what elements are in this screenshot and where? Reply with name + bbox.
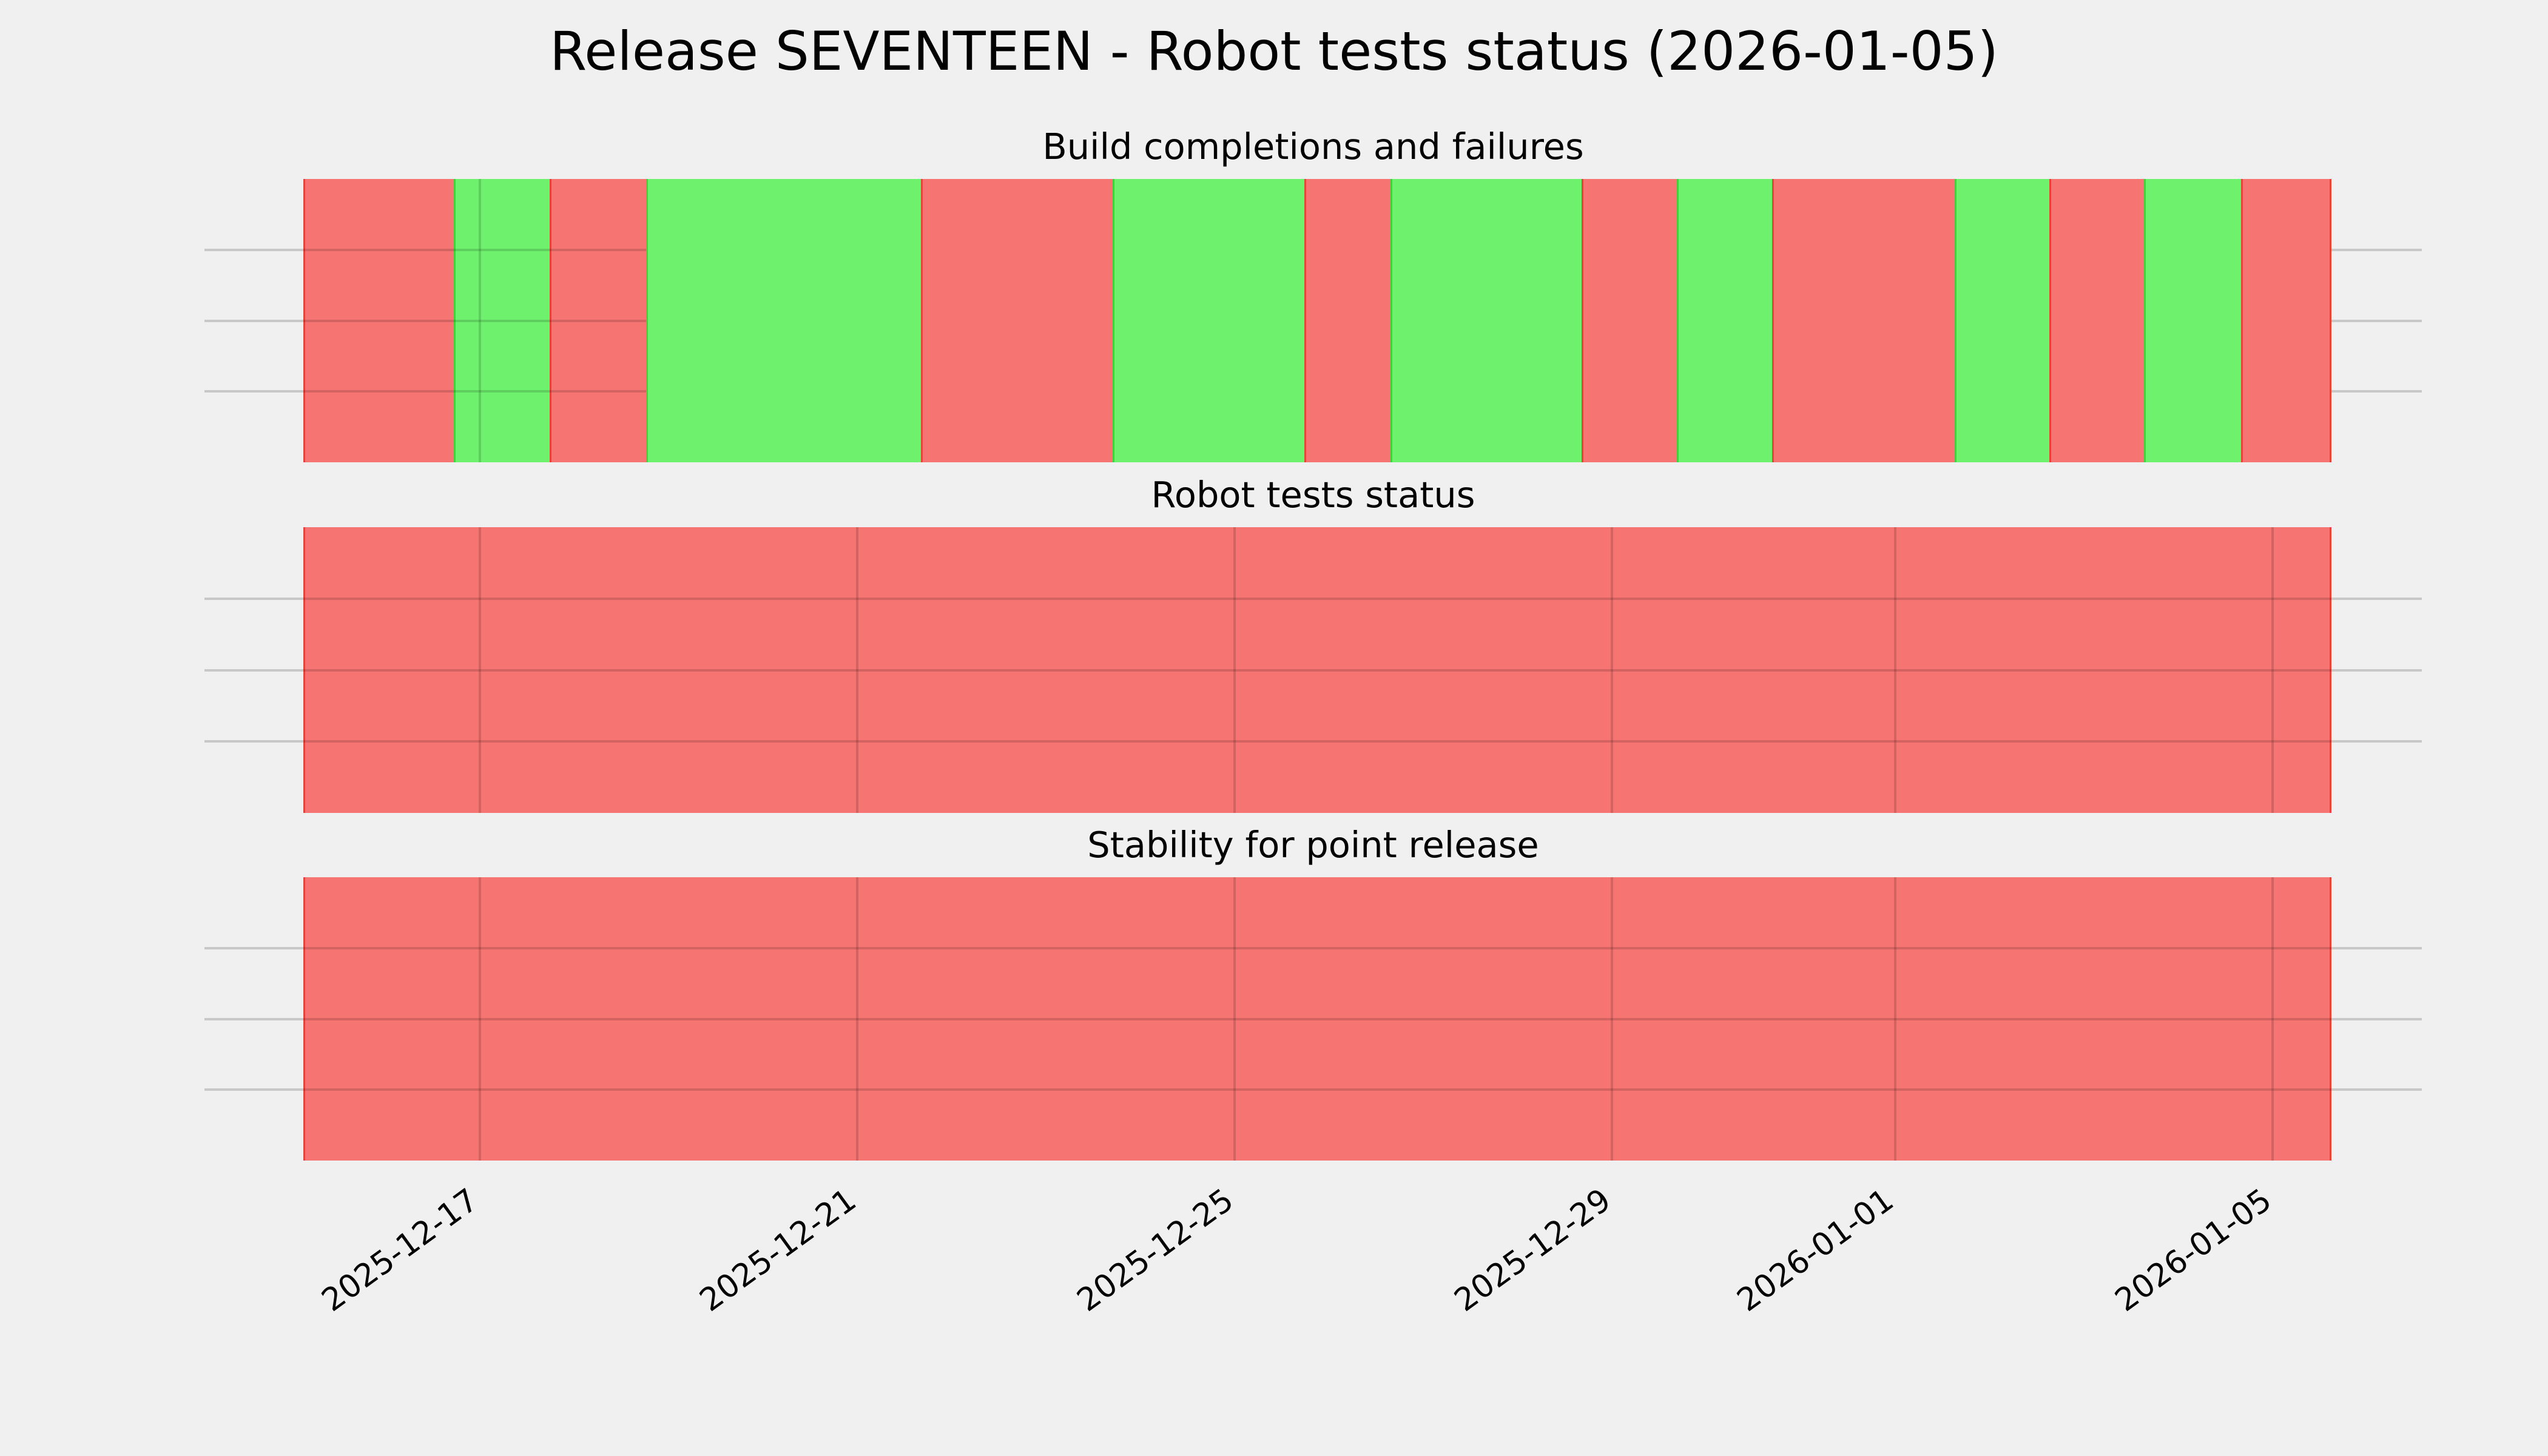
gridline-horizontal-over-band xyxy=(303,946,2331,949)
subplot-title-build-completions: Build completions and failures xyxy=(1042,126,1584,167)
x-tick-label: 2026-01-01 xyxy=(1731,1182,1901,1320)
x-tick-label: 2025-12-25 xyxy=(1070,1182,1241,1320)
status-band-fail xyxy=(550,179,648,462)
gridline-horizontal-over-band xyxy=(303,740,2331,743)
x-tick-label: 2025-12-29 xyxy=(1448,1182,1618,1320)
gridline-vertical-over-band xyxy=(1611,527,1614,813)
gridline-vertical-over-band xyxy=(478,179,481,462)
gridline-vertical-over-band xyxy=(1893,877,1896,1161)
subplot-title-robot-tests-status: Robot tests status xyxy=(1151,474,1475,516)
status-band-fail xyxy=(1304,179,1393,462)
x-tick-label: 2025-12-17 xyxy=(315,1182,485,1320)
status-band-fail xyxy=(2049,179,2146,462)
status-band-pass xyxy=(453,179,552,462)
axes-stability-point-release xyxy=(204,877,2422,1161)
gridline-vertical-over-band xyxy=(1233,877,1236,1161)
x-tick-label: 2026-01-05 xyxy=(2108,1182,2279,1320)
status-band-fail xyxy=(303,877,2331,1161)
status-band-fail xyxy=(1771,179,1956,462)
gridline-horizontal-over-band xyxy=(303,669,2331,672)
figure-title: Release SEVENTEEN - Robot tests status (… xyxy=(550,20,1998,83)
x-tick-label: 2025-12-21 xyxy=(693,1182,863,1320)
gridline-vertical-over-band xyxy=(1611,877,1614,1161)
axes-build-completions xyxy=(204,179,2422,462)
gridline-vertical-over-band xyxy=(478,877,481,1161)
status-band-fail xyxy=(303,179,456,462)
subplot-title-stability-point-release: Stability for point release xyxy=(1087,824,1539,866)
status-band-fail xyxy=(1582,179,1679,462)
gridline-vertical-over-band xyxy=(2271,877,2274,1161)
status-band-pass xyxy=(1677,179,1774,462)
status-band-pass xyxy=(645,179,923,462)
gridline-horizontal-over-band xyxy=(303,1088,2331,1091)
status-band-fail xyxy=(303,527,2331,813)
status-band-pass xyxy=(1113,179,1307,462)
gridline-horizontal-over-band xyxy=(303,597,2331,600)
status-band-fail xyxy=(921,179,1115,462)
axes-robot-tests-status xyxy=(204,527,2422,813)
status-band-pass xyxy=(1954,179,2051,462)
status-band-fail xyxy=(2240,179,2331,462)
gridline-vertical-over-band xyxy=(855,877,858,1161)
status-band-pass xyxy=(2144,179,2243,462)
gridline-vertical-over-band xyxy=(478,527,481,813)
gridline-vertical-over-band xyxy=(1233,527,1236,813)
status-band-pass xyxy=(1390,179,1584,462)
gridline-horizontal-over-band xyxy=(303,1017,2331,1020)
gridline-vertical-over-band xyxy=(2271,527,2274,813)
gridline-vertical-over-band xyxy=(855,527,858,813)
gridline-vertical-over-band xyxy=(1893,527,1896,813)
